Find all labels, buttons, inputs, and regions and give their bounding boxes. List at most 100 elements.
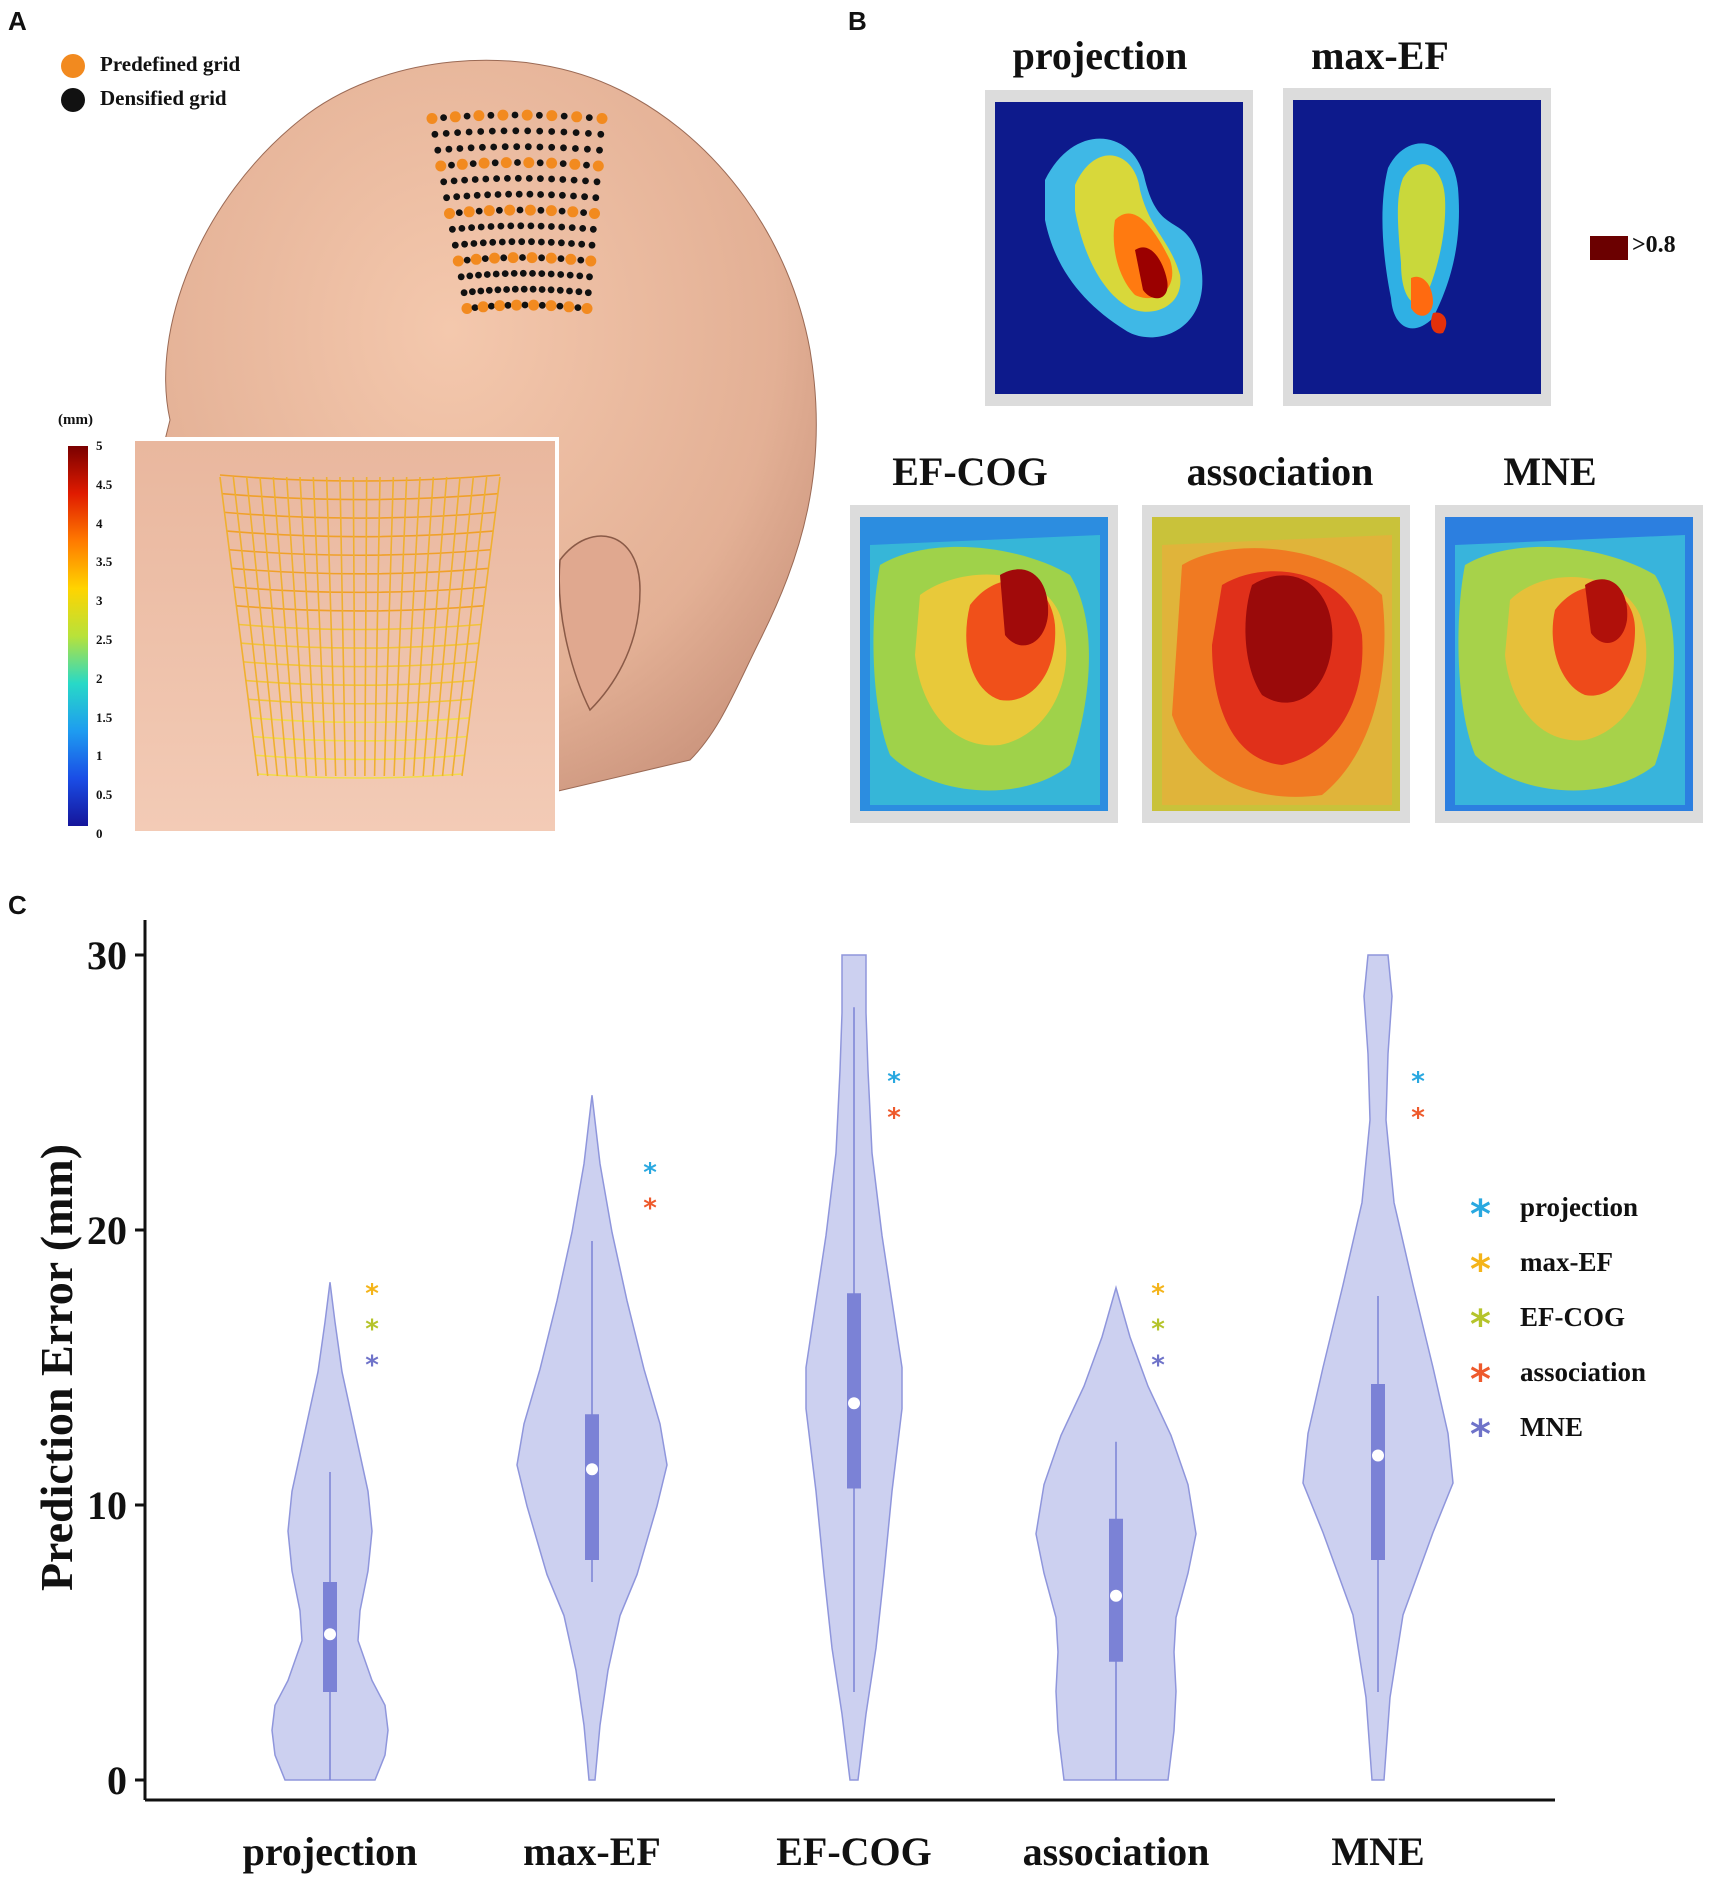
densified-grid-point	[558, 207, 566, 215]
median-max-EF	[586, 1463, 598, 1476]
densified-grid-point	[572, 129, 580, 137]
densified-grid-point	[579, 225, 587, 232]
legend-label: projection	[1520, 1192, 1638, 1222]
densified-grid-point	[510, 270, 518, 277]
predefined-grid-point	[507, 252, 519, 264]
box-max-EF	[585, 1414, 599, 1560]
densified-grid-point	[580, 209, 587, 217]
densified-grid-point	[491, 159, 499, 167]
map-projection	[985, 90, 1253, 406]
inset-grid-line	[364, 476, 368, 777]
grid-legend	[61, 54, 85, 112]
predefined-grid-point	[581, 303, 593, 314]
densified-grid-point	[566, 287, 573, 295]
predefined-grid-point	[526, 252, 538, 264]
densified-grid-point	[538, 270, 546, 277]
predefined-grid-point	[483, 205, 495, 217]
densified-grid-point	[588, 241, 596, 249]
densified-grid-point	[504, 301, 512, 309]
predefined-grid-point	[546, 157, 558, 169]
inset-grid-line	[272, 476, 298, 777]
densified-grid-point	[585, 114, 593, 121]
densified-grid-point	[593, 178, 601, 186]
predefined-grid-point	[473, 110, 485, 122]
densified-grid-point	[448, 161, 455, 169]
densified-grid-point	[490, 143, 498, 151]
densified-grid-point	[475, 207, 483, 215]
densified-grid-point	[570, 176, 578, 184]
densified-grid-point	[558, 239, 565, 247]
densified-grid-point	[597, 130, 605, 138]
densified-grid-marker	[61, 88, 85, 112]
predefined-grid-point	[456, 158, 468, 170]
densified-grid-point	[485, 286, 493, 294]
inset-grid-line	[299, 476, 318, 777]
inset-grid-line	[238, 623, 482, 631]
median-MNE	[1372, 1449, 1384, 1462]
densified-grid-point	[519, 269, 527, 277]
densified-grid-point	[484, 191, 491, 199]
predefined-grid-point	[589, 208, 600, 219]
inset-grid-line	[422, 476, 448, 777]
significance-star: *	[365, 1279, 379, 1309]
significance-star: *	[643, 1194, 657, 1224]
densified-grid-point	[575, 288, 583, 296]
densified-grid-point	[596, 146, 603, 154]
legend-densified-label: Densified grid	[100, 86, 227, 110]
significance-star: *	[365, 1315, 379, 1345]
densified-grid-point	[492, 270, 500, 278]
electrode-grid	[426, 109, 608, 314]
densified-grid-point	[536, 127, 544, 135]
densified-grid-point	[469, 288, 476, 296]
densified-grid-point	[477, 287, 485, 295]
colorbar-tick-label: 3.5	[96, 554, 113, 570]
panel-c-letter: C	[8, 890, 27, 920]
panel-b-letter: B	[848, 6, 867, 36]
densified-grid-point	[519, 254, 526, 261]
densified-grid-point	[477, 223, 485, 231]
inset-grid-line	[243, 661, 477, 668]
legend-label: MNE	[1520, 1412, 1583, 1442]
densified-grid-point	[473, 191, 481, 199]
box-EF-COG	[847, 1293, 861, 1489]
densified-grid-point	[482, 175, 490, 183]
inset-grid-line	[402, 476, 421, 777]
predefined-grid-point	[592, 160, 604, 172]
densified-grid-point	[508, 238, 516, 246]
densified-grid-point	[586, 273, 593, 281]
map-max-ef	[1283, 88, 1551, 406]
densified-grid-point	[527, 222, 535, 230]
densified-grid-point	[526, 190, 534, 198]
densified-grid-point	[465, 128, 473, 136]
inset-grid-line	[222, 492, 498, 501]
predefined-grid-point	[449, 111, 461, 123]
densified-grid-point	[525, 175, 533, 182]
densified-grid-point	[489, 238, 497, 246]
densified-grid-point	[537, 191, 544, 198]
densified-grid-point	[442, 130, 450, 137]
legend-entry: * max-EF	[1470, 1235, 1710, 1290]
densified-grid-point	[498, 238, 506, 246]
densified-grid-point	[453, 193, 461, 201]
y-axis-label: Prediction Error (mm)	[31, 1144, 82, 1591]
densified-grid-point	[471, 176, 479, 183]
densified-grid-point	[507, 222, 515, 230]
inset-grid-line	[229, 548, 491, 557]
inset-grid-line	[325, 476, 337, 777]
densified-grid-point	[524, 143, 532, 151]
predefined-grid-point	[545, 300, 557, 312]
densified-grid-point	[456, 145, 464, 152]
panel-a-letter: A	[8, 6, 27, 36]
x-tick-label: projection	[243, 1829, 418, 1874]
significance-star: *	[643, 1158, 657, 1188]
densified-grid-point	[572, 145, 579, 152]
densified-grid-point	[537, 175, 544, 183]
x-tick-label: association	[1023, 1829, 1210, 1874]
inset-grid-line	[432, 476, 461, 777]
colorbar-tick-label: 2	[96, 670, 103, 686]
threshold-swatch	[1590, 236, 1628, 260]
inset-grid-line	[451, 476, 488, 777]
densified-grid-point	[461, 176, 468, 184]
densified-grid-point	[559, 160, 567, 168]
densified-grid-point	[455, 209, 463, 217]
